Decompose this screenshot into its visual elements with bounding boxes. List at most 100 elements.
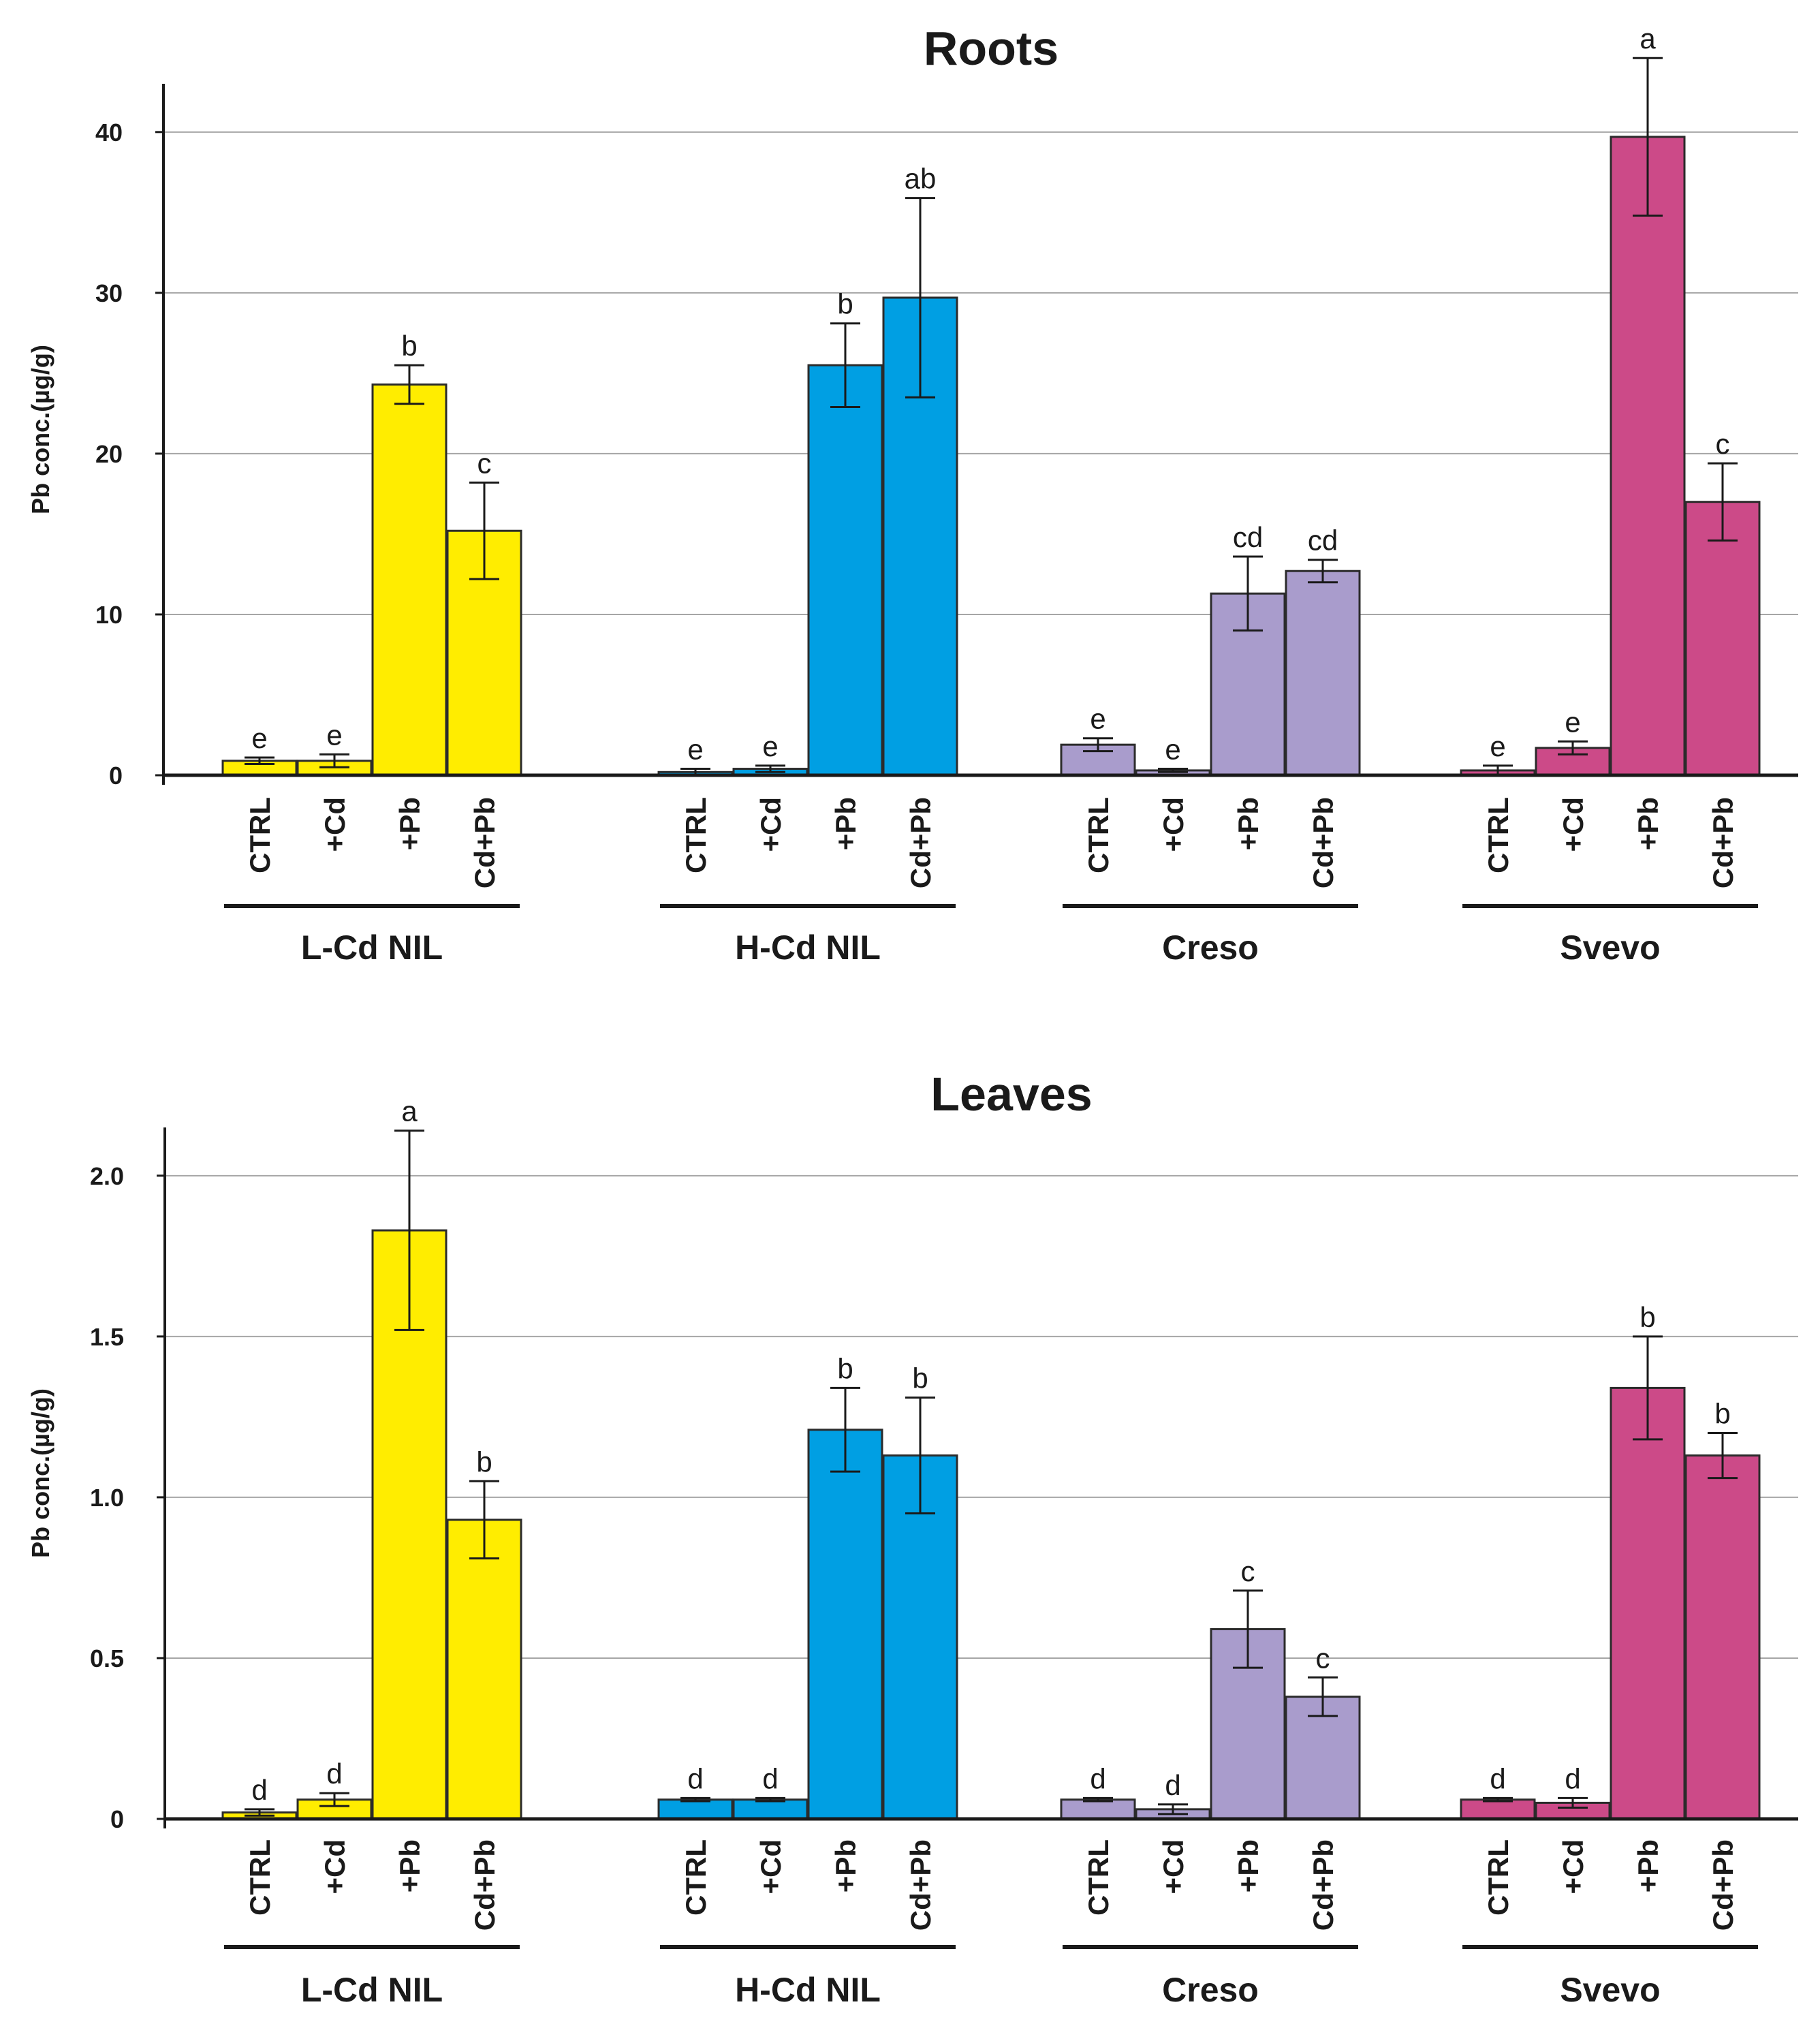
x-category-label: +Cd — [1157, 797, 1189, 852]
significance-letter: a — [401, 1095, 418, 1127]
group-label: Svevo — [1560, 1971, 1660, 2009]
bar — [371, 383, 448, 777]
y-axis-label: Pb conc.(µg/g) — [27, 1388, 54, 1558]
significance-letter: e — [762, 730, 778, 762]
bar — [1684, 501, 1761, 777]
x-category-label: CTRL — [680, 1839, 712, 1916]
significance-letter: e — [1490, 730, 1505, 762]
bar — [1285, 570, 1361, 777]
x-category-label: Cd+Pb — [1307, 1839, 1339, 1931]
bar — [807, 364, 883, 777]
y-tick-label: 1.5 — [90, 1323, 124, 1351]
x-category-label: Cd+Pb — [1707, 1839, 1739, 1931]
group-label: H-Cd NIL — [735, 929, 881, 967]
x-category-label: +Pb — [830, 1839, 862, 1892]
x-category-label: +Pb — [1632, 797, 1664, 850]
x-category-label: CTRL — [1082, 1839, 1114, 1916]
significance-letter: d — [1165, 1769, 1180, 1801]
bar — [1610, 1386, 1686, 1820]
bar — [1060, 1798, 1136, 1820]
significance-letter: cd — [1233, 521, 1263, 553]
chart-title: Leaves — [930, 1067, 1092, 1121]
y-tick-label: 1.0 — [90, 1484, 124, 1512]
y-tick-label: 40 — [95, 119, 123, 146]
x-category-label: +Pb — [394, 797, 426, 850]
x-category-label: Cd+Pb — [469, 797, 501, 888]
x-category-label: +Cd — [755, 797, 787, 852]
significance-letter: e — [251, 722, 267, 754]
significance-letter: c — [477, 447, 492, 479]
significance-letter: b — [912, 1362, 928, 1394]
bar — [1684, 1454, 1761, 1820]
x-category-label: +Cd — [319, 1839, 351, 1895]
x-category-label: +Pb — [1632, 1839, 1664, 1892]
leaves-panel: Leaves 0 0.5 1.0 1.5 2.0 Pb conc.(µg/g) d CTRL d +… — [27, 1067, 1798, 2009]
x-category-label: CTRL — [680, 797, 712, 873]
x-category-label: Cd+Pb — [1307, 797, 1339, 888]
y-tick-label: 2.0 — [90, 1162, 124, 1190]
y-tick-label: 0 — [110, 1805, 124, 1833]
significance-letter: b — [837, 288, 853, 320]
y-tick-label: 0.5 — [90, 1645, 124, 1672]
x-category-label: CTRL — [1482, 797, 1514, 873]
roots-panel: Roots 0 10 20 30 40 Pb conc.(µg/g) e CTRL e +Cd b +P… — [27, 22, 1798, 967]
y-tick-label: 0 — [109, 762, 123, 790]
group-label: Svevo — [1560, 929, 1660, 967]
significance-letter: d — [251, 1774, 267, 1806]
x-category-label: Cd+Pb — [905, 797, 937, 888]
x-category-label: CTRL — [244, 1839, 276, 1916]
bar — [732, 1798, 809, 1820]
x-category-label: +Cd — [1557, 797, 1589, 852]
x-category-label: +Pb — [1232, 797, 1264, 850]
x-category-label: CTRL — [244, 797, 276, 873]
significance-letter: c — [1316, 1642, 1330, 1674]
significance-letter: cd — [1308, 525, 1338, 557]
significance-letter: b — [1639, 1301, 1655, 1333]
bar — [1285, 1696, 1361, 1820]
significance-letter: d — [326, 1758, 342, 1790]
x-category-label: CTRL — [1482, 1839, 1514, 1916]
significance-letter: d — [1090, 1762, 1105, 1794]
significance-letter: e — [1565, 706, 1580, 738]
significance-letter: ab — [905, 163, 937, 195]
x-category-label: Cd+Pb — [905, 1839, 937, 1931]
y-tick-label: 10 — [95, 601, 123, 629]
significance-letter: e — [1090, 703, 1105, 735]
bar — [807, 1429, 883, 1820]
significance-letter: a — [1639, 22, 1656, 54]
x-category-label: CTRL — [1082, 797, 1114, 873]
x-category-label: +Cd — [1157, 1839, 1189, 1895]
significance-letter: d — [1565, 1762, 1580, 1794]
significance-letter: d — [687, 1762, 703, 1794]
significance-letter: e — [326, 719, 342, 751]
chart-title: Roots — [924, 22, 1058, 75]
bar — [1610, 136, 1686, 777]
x-category-label: +Pb — [830, 797, 862, 850]
significance-letter: d — [1490, 1762, 1505, 1794]
group-label: Creso — [1162, 929, 1259, 967]
significance-letter: b — [1714, 1397, 1730, 1429]
x-category-label: +Cd — [319, 797, 351, 852]
significance-letter: e — [687, 734, 703, 766]
y-tick-label: 30 — [95, 279, 123, 307]
significance-letter: c — [1241, 1555, 1255, 1587]
y-axis-label: Pb conc.(µg/g) — [27, 345, 54, 514]
bar — [1460, 1798, 1536, 1820]
group-label: H-Cd NIL — [735, 1971, 881, 2009]
y-tick-label: 20 — [95, 440, 123, 468]
group-label: Creso — [1162, 1971, 1259, 2009]
group-label: L-Cd NIL — [301, 1971, 443, 2009]
significance-letter: c — [1716, 428, 1730, 460]
x-category-label: +Cd — [1557, 1839, 1589, 1895]
group-label: L-Cd NIL — [301, 929, 443, 967]
x-category-label: +Cd — [755, 1839, 787, 1895]
bar — [446, 1518, 522, 1820]
significance-letter: b — [837, 1352, 853, 1384]
x-category-label: Cd+Pb — [469, 1839, 501, 1931]
bar — [657, 1798, 734, 1820]
significance-letter: e — [1165, 734, 1180, 766]
x-category-label: Cd+Pb — [1707, 797, 1739, 888]
significance-letter: d — [762, 1762, 778, 1794]
